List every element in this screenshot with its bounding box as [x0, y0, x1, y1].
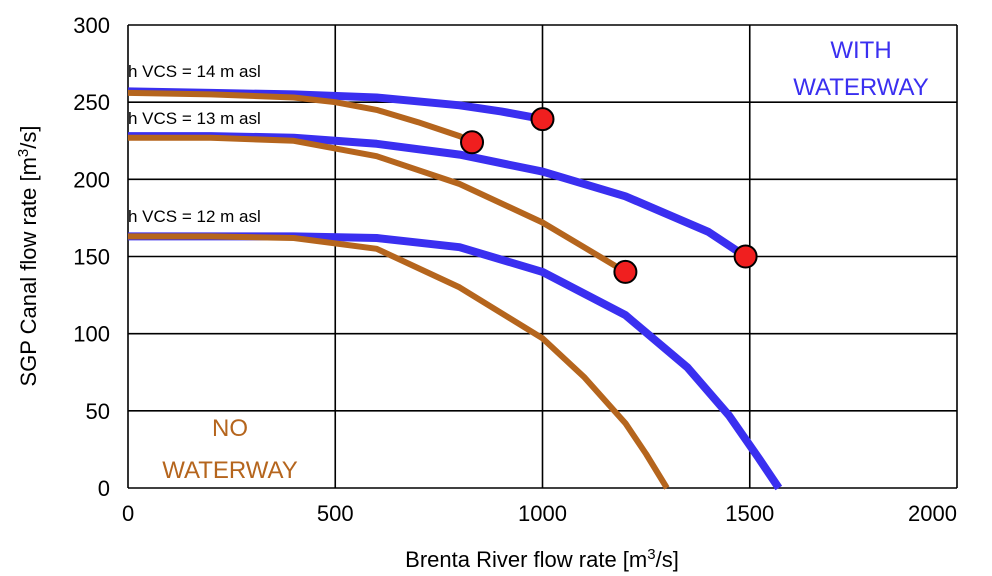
y-tick-label: 300 — [73, 13, 110, 38]
series-no-waterway-13 — [128, 134, 627, 275]
x-tick-label: 1000 — [518, 501, 567, 526]
x-axis-label: Brenta River flow rate [m3/s] — [405, 546, 679, 572]
no-waterway-line2: WATERWAY — [162, 457, 298, 484]
x-tick-label: 2000 — [908, 501, 957, 526]
tick-layer: 0 50 100 150 200 250 300 0 500 1000 1500 2000 — [73, 13, 957, 526]
series-no-waterway-12 — [128, 233, 670, 490]
x-tick-label: 1500 — [725, 501, 774, 526]
data-marker — [460, 130, 485, 155]
y-tick-label: 0 — [98, 476, 110, 501]
grid — [127, 24, 958, 489]
y-tick-label: 250 — [73, 90, 110, 115]
y-tick-label: 200 — [73, 167, 110, 192]
y-axis-label: SGP Canal flow rate [m3/s] — [15, 125, 41, 386]
marker-layer — [460, 107, 758, 284]
y-tick-label: 50 — [86, 399, 110, 424]
data-marker — [613, 259, 638, 284]
data-marker — [530, 107, 555, 132]
y-tick-label: 150 — [73, 245, 110, 270]
no-waterway-line1: NO — [212, 415, 248, 442]
series-with-waterway-12 — [128, 232, 783, 491]
series-no-waterway-14 — [127, 89, 474, 145]
label-12: h VCS = 12 m asl — [128, 207, 261, 226]
with-waterway-line2: WATERWAY — [793, 74, 929, 101]
series-layer — [127, 87, 783, 491]
label-13: h VCS = 13 m asl — [128, 109, 261, 128]
x-tick-label: 0 — [122, 501, 134, 526]
y-tick-label: 100 — [73, 322, 110, 347]
label-14: h VCS = 14 m asl — [128, 62, 261, 81]
with-waterway-line1: WITH — [830, 37, 891, 64]
x-tick-label: 500 — [317, 501, 354, 526]
data-marker — [733, 244, 758, 269]
